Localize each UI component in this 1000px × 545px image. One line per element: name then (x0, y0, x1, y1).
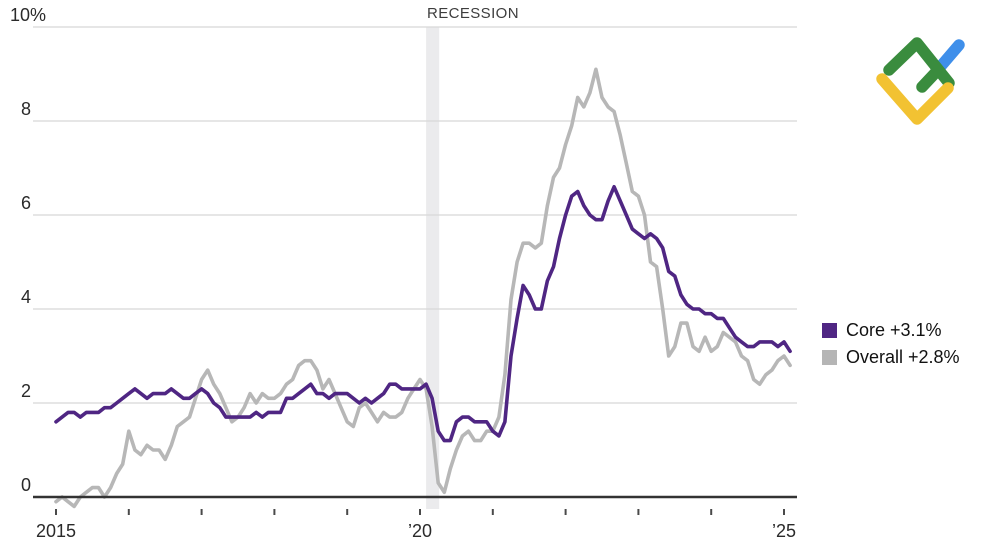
overall-swatch-icon (822, 350, 837, 365)
legend: Core +3.1% Overall +2.8% (822, 317, 960, 371)
recession-annotation: RECESSION (427, 5, 519, 22)
x-axis-label-2015: 2015 (35, 521, 77, 541)
core-swatch-icon (822, 323, 837, 338)
legend-label-core: Core +3.1% (846, 320, 942, 340)
legend-item-core: Core +3.1% (822, 317, 960, 344)
legend-item-overall: Overall +2.8% (822, 344, 960, 371)
overall-line (54, 67, 792, 509)
y-axis-label-0: 0 (21, 475, 32, 495)
y-axis-label-6: 6 (21, 193, 32, 213)
litefinance-logo (876, 37, 965, 125)
core-line (54, 185, 792, 443)
y-axis-label-2: 2 (21, 381, 32, 401)
y-axis-label-8: 8 (21, 99, 32, 119)
y-axis-label-4: 4 (21, 287, 32, 307)
logo-green-peak-icon (883, 37, 955, 89)
legend-label-overall: Overall +2.8% (846, 347, 960, 367)
logo-blue-segment-icon (935, 39, 965, 72)
x-axis-label-2025: ’25 (771, 521, 797, 541)
x-axis-label-2020: ’20 (407, 521, 433, 541)
logo-yellow-check-icon (876, 73, 954, 125)
y-axis-label-10: 10% (10, 5, 47, 25)
